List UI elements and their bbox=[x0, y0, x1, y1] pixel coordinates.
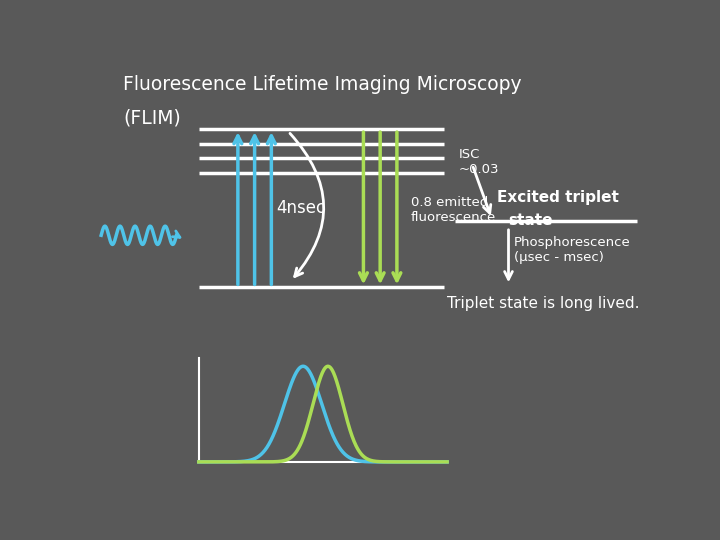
Text: ISC
~0.03: ISC ~0.03 bbox=[459, 148, 499, 176]
Text: Excited triplet: Excited triplet bbox=[498, 191, 619, 205]
FancyArrowPatch shape bbox=[290, 133, 324, 276]
Text: Fluorescence Lifetime Imaging Microscopy: Fluorescence Lifetime Imaging Microscopy bbox=[124, 75, 522, 94]
Text: (FLIM): (FLIM) bbox=[124, 109, 181, 127]
Text: Phosphorescence
(μsec - msec): Phosphorescence (μsec - msec) bbox=[514, 236, 631, 264]
Text: 4nsec: 4nsec bbox=[276, 199, 325, 217]
Text: Triplet state is long lived.: Triplet state is long lived. bbox=[447, 296, 639, 312]
Text: state: state bbox=[508, 213, 553, 228]
Text: 0.8 emitted
fluorescence: 0.8 emitted fluorescence bbox=[411, 197, 496, 224]
